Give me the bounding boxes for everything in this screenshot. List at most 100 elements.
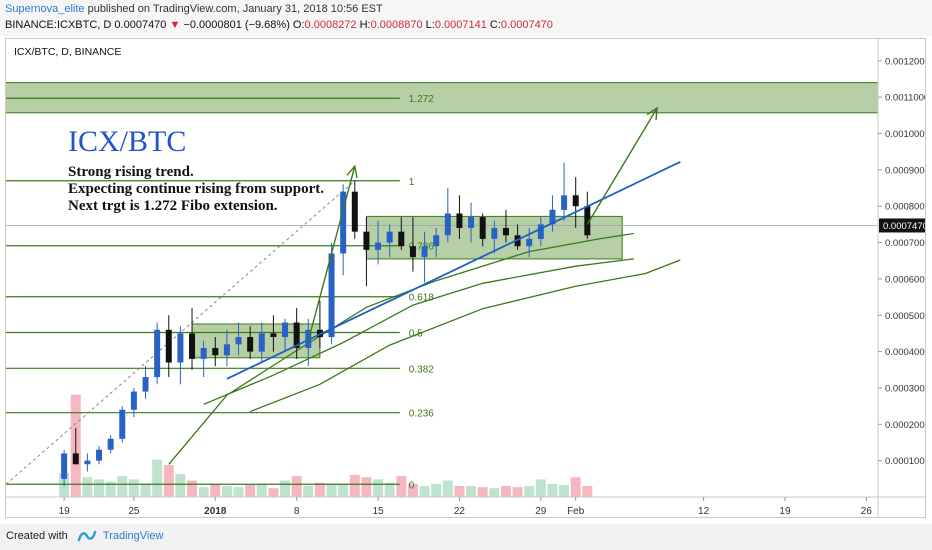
moving-average-line [168,232,634,465]
volume-bar [268,488,279,497]
last-value: 0.0007470 [114,19,167,31]
candle-body [351,191,358,232]
time-tick-label: Feb [567,506,585,517]
volume-bar [442,480,453,497]
volume-bar [361,477,372,497]
low-label: L: [425,19,435,31]
time-tick-label: 26 [861,506,873,517]
candle-body [212,347,219,356]
candle-body [177,333,184,363]
candle-body [456,213,463,229]
candle-body [479,217,486,239]
candle-body [258,333,265,352]
time-tick-label: 15 [372,506,384,517]
candle-body [223,344,230,356]
candle-body [444,213,451,236]
volume-bar [117,476,128,497]
volume-bar [256,483,267,497]
volume-bar [94,479,105,497]
volume-bar [570,477,581,497]
fib-level-label: 0.236 [409,409,434,420]
high-label: H: [359,19,371,31]
volume-bar [349,475,360,497]
volume-bar [128,479,139,497]
volume-bar [291,476,302,497]
volume-bar [373,479,384,497]
candle-body [491,228,498,239]
chart-header: Supernova_elite published on TradingView… [0,0,932,36]
volume-bar [152,459,163,497]
volume-bar [175,473,186,497]
volume-bar [582,486,593,497]
last-price-badge [879,218,925,233]
fib-level-label: 1.272 [409,94,434,105]
fib-diagonal-line [6,180,356,485]
volume-bar [326,483,337,497]
fib-level-label: 0.382 [409,364,434,375]
volume-bar [338,483,349,497]
candle-body [328,253,335,338]
time-tick-label: 25 [128,506,140,517]
volume-bar [466,486,477,497]
candle-body [84,460,91,465]
fib-level-label: 0 [409,480,415,491]
projection-arrow-line [307,166,356,341]
time-tick-label: 12 [698,506,710,517]
volume-bar [384,482,395,497]
candle-body [130,391,137,410]
candle-body [386,231,393,243]
volume-bar [454,486,465,497]
price-axis [878,39,925,497]
volume-bar [419,486,430,497]
time-tick-label: 19 [779,506,791,517]
volume-bar [105,481,116,497]
volume-bar [233,487,244,497]
annotation-line: Expecting continue rising from support. [68,181,324,197]
candle-body [165,329,172,363]
support-zone [191,323,321,359]
volume-bar [547,483,558,497]
volume-bar [431,483,442,497]
tradingview-brand-link[interactable]: TradingView [102,530,164,542]
candle-body [398,231,405,247]
low-value: 0.0007141 [434,19,487,31]
fib-level-label: 0.618 [409,293,434,304]
volume-bar [314,482,325,497]
moving-average-line [203,258,634,405]
candle-body [247,337,254,352]
high-value: 0.0008870 [370,19,423,31]
volume-bar [210,483,221,497]
publish-line: Supernova_elite published on TradingView… [5,3,383,15]
open-value: 0.0008272 [304,19,357,31]
annotation-line: Next trgt is 1.272 Fibo extension. [68,198,278,214]
candle-body [61,453,68,479]
volume-bar [303,486,314,497]
arrow-head-icon [646,106,658,121]
trend-line [226,161,681,380]
candle-body [96,449,103,461]
author-link[interactable]: Supernova_elite [5,3,85,15]
volume-bar [500,486,511,497]
plot-area [6,39,878,497]
volume-bar [396,476,407,497]
footer: Created with TradingView [0,524,932,550]
candle-body [421,246,428,258]
candle-body [572,195,579,207]
time-tick-label: 2018 [204,506,227,517]
candle-body [282,322,289,338]
tradingview-logo-icon [77,530,97,542]
time-tick-label: 19 [59,506,71,517]
volume-bar [512,487,523,497]
